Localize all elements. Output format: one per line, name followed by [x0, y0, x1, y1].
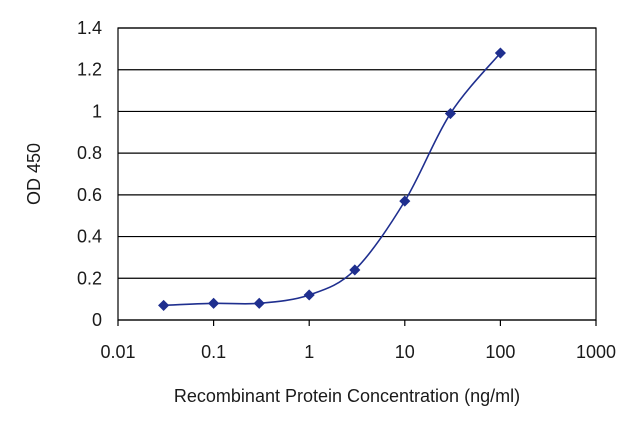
y-tick-label: 0.4 — [77, 227, 102, 247]
data-point — [494, 47, 506, 59]
plot-area — [118, 28, 596, 320]
y-tick-label: 1.4 — [77, 18, 102, 38]
y-tick-label: 0.2 — [77, 268, 102, 288]
y-tick-labels: 0 0.2 0.4 0.6 0.8 1 1.2 1.4 — [77, 18, 102, 330]
y-tick-label: 0.8 — [77, 143, 102, 163]
data-point — [303, 289, 315, 301]
data-point — [208, 297, 220, 309]
data-point — [158, 299, 170, 311]
y-tick-label: 1.2 — [77, 60, 102, 80]
y-axis-title: OD 450 — [24, 143, 44, 205]
x-tick-label: 100 — [485, 342, 515, 362]
x-tick-label: 0.01 — [100, 342, 135, 362]
data-point — [253, 297, 265, 309]
plot-frame — [117, 27, 597, 321]
data-point — [349, 264, 361, 276]
x-tick-label: 1 — [304, 342, 314, 362]
data-point — [444, 107, 456, 120]
series-line — [163, 52, 502, 307]
y-tick-label: 0 — [92, 310, 102, 330]
x-axis-title: Recombinant Protein Concentration (ng/ml… — [174, 386, 520, 406]
x-tick-label: 0.1 — [201, 342, 226, 362]
x-tick-labels: 0.01 0.1 1 10 100 1000 — [100, 342, 616, 362]
data-point — [399, 195, 411, 207]
series — [158, 47, 506, 311]
y-tick-label: 0.6 — [77, 185, 102, 205]
x-tick-label: 1000 — [576, 342, 616, 362]
x-tick-label: 10 — [395, 342, 415, 362]
y-tick-label: 1 — [92, 101, 102, 121]
x-ticks — [117, 320, 597, 326]
grid — [117, 27, 597, 321]
